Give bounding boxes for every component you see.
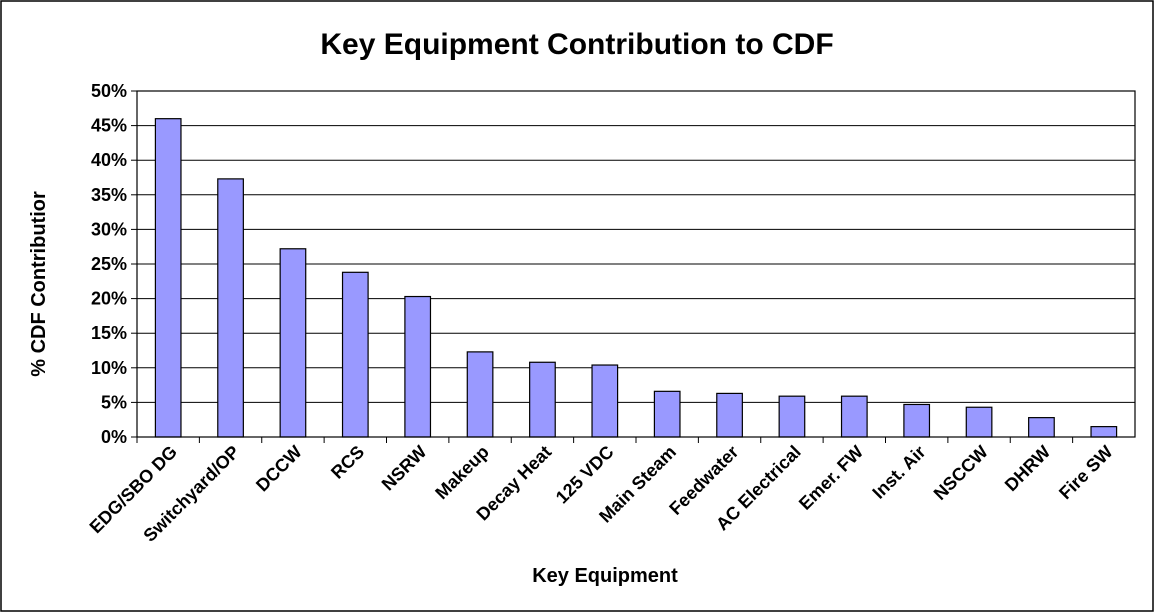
y-tick-label: 45%: [91, 116, 127, 136]
y-tick-label: 50%: [91, 81, 127, 101]
y-axis-label: % CDF Contributior: [28, 191, 50, 377]
bar: [840, 395, 868, 438]
y-tick-label: 5%: [101, 392, 127, 412]
bar: [279, 248, 307, 438]
plot-area: [136, 90, 1136, 438]
bar: [716, 392, 743, 438]
bar: [341, 271, 369, 438]
bar: [591, 364, 619, 438]
y-tick-label: 25%: [91, 254, 127, 274]
bar: [154, 118, 182, 438]
bars: [136, 118, 1118, 443]
y-tick-label: 0%: [101, 427, 127, 447]
y-tick-label: 40%: [91, 150, 127, 170]
bar: [778, 395, 806, 438]
y-tick-labels: 0% 5% 10% 15% 20% 25% 30% 35% 40% 45% 50%: [91, 81, 127, 447]
y-tick-label: 15%: [91, 323, 127, 343]
bar: [1090, 426, 1118, 438]
bar: [466, 351, 494, 438]
bar: [217, 178, 244, 438]
x-axis-label: Key Equipment: [532, 565, 678, 587]
y-tick-label: 20%: [91, 289, 127, 309]
y-tick-label: 30%: [91, 219, 127, 239]
bar: [1028, 417, 1055, 438]
bar: [404, 295, 432, 438]
y-tick-label: 10%: [91, 358, 127, 378]
bar: [653, 390, 681, 438]
bar: [903, 403, 931, 438]
bar: [529, 361, 556, 438]
chart-title: Key Equipment Contribution to CDF: [320, 28, 833, 61]
bar: [965, 406, 993, 438]
y-tick-label: 35%: [91, 185, 127, 205]
